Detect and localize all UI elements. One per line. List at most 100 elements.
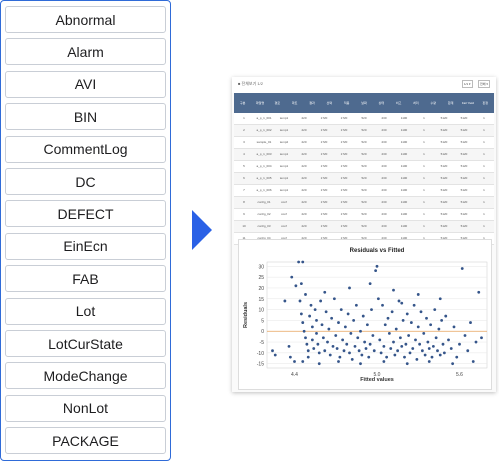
scatter-point xyxy=(427,360,431,363)
preview-cell: 1720 xyxy=(320,176,328,180)
preview-table-row: 4 a_p_1_003 temp1 220 1720 1720 520 230 1100 1 512… xyxy=(234,149,494,161)
category-item-avi[interactable]: AVI xyxy=(5,70,166,98)
scatter-point xyxy=(385,355,389,359)
preview-cell: 220 xyxy=(301,152,307,156)
category-item-alarm[interactable]: Alarm xyxy=(5,38,166,66)
preview-table-row: 8 config_01 conf 220 1720 1720 520 230 1100 1 5120… xyxy=(234,197,494,209)
preview-cell: 1 xyxy=(423,164,425,168)
preview-cell: 1 xyxy=(483,152,485,156)
preview-screenshot: ■ 전체보기 1/2 1/1 ▾ 전체 ▾ 구분 파일명 경로 파트 결과 선택 적용 날짜 상… xyxy=(232,77,496,392)
scatter-point xyxy=(359,362,362,366)
preview-cell: 1100 xyxy=(400,188,408,192)
scatter-point xyxy=(335,347,339,350)
preview-cell: 6 xyxy=(243,176,245,180)
category-item-nonlot[interactable]: NonLot xyxy=(5,394,166,422)
preview-cell: a_p_1_004 xyxy=(256,164,272,168)
preview-cell: 1 xyxy=(423,224,425,228)
category-item-commentlog[interactable]: CommentLog xyxy=(5,135,166,163)
preview-cell: 1100 xyxy=(400,140,408,144)
preview-cell: 220 xyxy=(301,128,307,132)
category-item-bin[interactable]: BIN xyxy=(5,103,166,131)
scatter-point xyxy=(315,331,318,335)
category-item-modechange[interactable]: ModeChange xyxy=(5,362,166,390)
preview-cell: 1720 xyxy=(320,200,328,204)
category-item-fab[interactable]: FAB xyxy=(5,265,166,293)
preview-cell: 5120 xyxy=(460,236,468,240)
preview-cell: temp1 xyxy=(279,116,289,120)
scatter-point xyxy=(339,308,343,311)
scatter-point xyxy=(427,347,431,350)
scatter-point xyxy=(474,340,478,344)
preview-header-cell: Fail Yield xyxy=(461,101,475,105)
category-item-lotcurstate[interactable]: LotCurState xyxy=(5,330,166,357)
preview-table-row: 10 config_03 conf 220 1720 1720 520 230 1100 1 512… xyxy=(234,221,494,233)
scatter-point xyxy=(345,342,349,346)
scatter-point xyxy=(301,321,305,324)
scatter-point xyxy=(477,290,481,294)
preview-cell: 220 xyxy=(301,116,307,120)
preview-header-cell: 결과 xyxy=(309,101,315,105)
preview-cell: 5120 xyxy=(440,212,448,216)
preview-cell: 5120 xyxy=(460,152,468,156)
preview-cell: 220 xyxy=(301,236,307,240)
scatter-point xyxy=(299,282,303,286)
preview-header-cell: 합계 xyxy=(447,101,454,105)
scatter-point xyxy=(426,340,430,344)
preview-cell: 1 xyxy=(423,152,425,156)
scatter-point xyxy=(436,349,439,353)
preview-cell: 1 xyxy=(483,212,485,216)
scatter-point xyxy=(419,310,423,314)
scatter-point xyxy=(328,353,332,357)
category-item-lot[interactable]: Lot xyxy=(5,297,166,325)
preview-page-select[interactable]: 1/1 ▾ xyxy=(462,80,473,88)
preview-cell: 1 xyxy=(423,140,425,144)
scatter-point xyxy=(315,319,318,322)
scatter-point xyxy=(304,336,307,340)
preview-cell: 5120 xyxy=(440,164,448,168)
category-item-abnormal[interactable]: Abnormal xyxy=(5,6,166,33)
preview-cell: 220 xyxy=(301,140,307,144)
preview-cell: 1 xyxy=(483,224,485,228)
preview-cell: 10 xyxy=(242,224,246,228)
category-item-defect[interactable]: DEFECT xyxy=(5,200,166,228)
preview-cell: 5120 xyxy=(460,188,468,192)
preview-cell: 1 xyxy=(423,128,425,132)
scatter-point xyxy=(330,316,334,320)
preview-cell: 520 xyxy=(361,164,367,168)
category-item-einecn[interactable]: EinEcn xyxy=(5,232,166,260)
scatter-point xyxy=(415,357,419,361)
preview-filter-select[interactable]: 전체 ▾ xyxy=(478,80,490,88)
preview-cell: 5120 xyxy=(460,212,468,216)
scatter-point xyxy=(317,351,321,355)
scatter-point xyxy=(390,310,394,314)
preview-cell: 1 xyxy=(423,236,425,240)
chart-title: Residuals vs Fitted xyxy=(350,248,405,254)
preview-cell: 1100 xyxy=(400,176,408,180)
arrow-right-icon xyxy=(192,210,212,250)
preview-cell: 9 xyxy=(243,212,245,216)
y-tick-label: 5 xyxy=(261,318,264,324)
preview-cell: 1720 xyxy=(340,128,348,132)
scatter-point xyxy=(382,360,386,363)
preview-cell: 5120 xyxy=(440,236,448,240)
scatter-point xyxy=(370,308,373,311)
category-item-dc[interactable]: DC xyxy=(5,168,166,195)
x-tick-label: 5.0 xyxy=(374,372,381,378)
scatter-point xyxy=(357,349,361,353)
scatter-point xyxy=(352,319,356,322)
scatter-point xyxy=(290,275,294,279)
preview-cell: temp1 xyxy=(279,188,289,192)
preview-cell: conf xyxy=(281,200,287,204)
scatter-point xyxy=(342,349,346,353)
scatter-point xyxy=(304,293,307,296)
preview-cell: 1 xyxy=(243,116,245,120)
preview-cell: 230 xyxy=(381,212,387,216)
scatter-point xyxy=(407,334,411,337)
preview-cell: a_p_1_003 xyxy=(256,152,272,156)
preview-header-cell: 파일명 xyxy=(255,101,265,105)
preview-header-cell: 적용 xyxy=(343,101,350,105)
category-item-package[interactable]: PACKAGE xyxy=(5,427,166,455)
y-tick-label: 15 xyxy=(258,297,264,303)
scatter-point xyxy=(438,297,442,301)
preview-cell: conf xyxy=(281,224,287,228)
